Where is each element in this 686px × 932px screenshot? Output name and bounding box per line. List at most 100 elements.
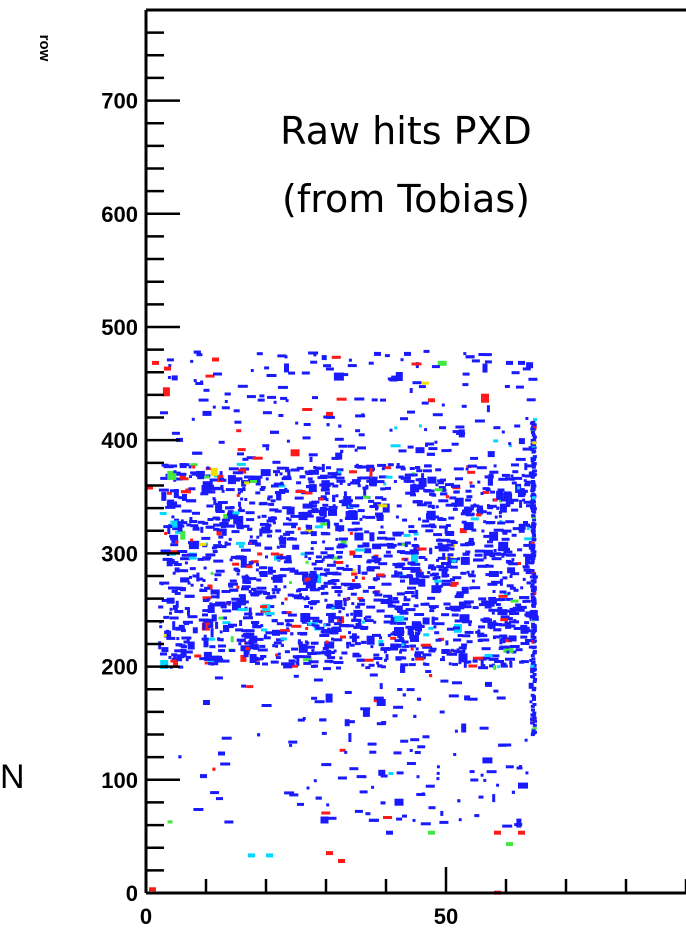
hit-mark [351,572,358,576]
hit-mark [344,624,354,628]
hit-mark [498,743,507,747]
hit-mark [326,605,336,609]
y-tick-label: 100 [101,768,138,793]
hit-mark [468,660,472,664]
hit-mark [278,484,286,488]
hit-mark [524,483,531,487]
hit-mark [361,663,365,667]
hit-mark [533,677,537,681]
hit-mark [515,648,523,652]
hit-mark [195,382,204,385]
hit-mark [335,452,343,460]
hit-mark [225,488,235,492]
hit-mark [357,620,361,624]
hit-mark [236,462,246,466]
hit-mark [400,467,406,471]
hit-mark [357,602,366,606]
hit-mark [288,659,296,663]
hit-mark [278,537,287,541]
hit-mark [509,477,516,481]
plot-frame [144,8,686,895]
hit-mark [305,582,316,589]
hit-mark [420,643,431,647]
hit-mark [478,353,486,356]
hit-mark [275,529,282,533]
hit-mark [462,383,469,387]
hit-mark [467,573,474,577]
hit-mark [332,484,339,488]
hit-mark [274,509,282,513]
hit-mark [451,484,461,488]
hit-mark [489,470,499,474]
hit-mark [369,477,377,486]
hit-mark [218,502,221,512]
hit-mark [257,648,268,652]
hit-mark [458,661,462,665]
hit-mark [240,654,247,662]
hit-mark [531,509,536,513]
hit-mark [180,530,186,540]
hit-mark [246,518,255,522]
hit-mark [275,638,284,642]
hit-mark [152,360,159,365]
hit-mark [523,521,528,524]
hit-mark [433,625,437,629]
hit-mark [246,577,257,581]
hit-mark [163,525,173,529]
hit-mark [378,640,384,647]
hit-mark [234,420,242,424]
hit-mark [413,604,419,608]
hit-mark [387,634,391,637]
hit-mark [471,359,480,363]
hit-mark [354,548,365,552]
hit-mark [446,543,454,547]
hit-mark [488,657,499,661]
hit-mark [476,513,482,517]
hit-mark [526,504,536,508]
hit-mark [310,547,314,551]
hit-mark [203,388,210,392]
hit-mark [390,643,399,651]
hit-mark [160,476,171,480]
hit-mark [525,614,533,618]
hit-mark [390,444,401,448]
hit-mark [532,639,537,643]
hit-mark [499,503,507,513]
hit-mark [379,683,383,690]
hit-mark [532,609,537,613]
hit-mark [349,517,353,520]
hit-mark [238,468,247,474]
hit-mark [493,528,504,532]
hit-mark [507,567,516,574]
hit-mark [447,553,454,557]
hit-mark [404,351,411,356]
hit-mark [168,655,172,659]
hit-mark [282,506,292,510]
hit-mark [249,644,259,650]
hit-mark [338,610,342,614]
hit-mark [378,531,386,535]
hit-mark [509,660,513,664]
hit-mark [320,531,328,535]
hit-mark [213,559,224,563]
hit-mark [374,557,382,561]
hit-mark [408,663,416,667]
hit-mark [313,641,319,645]
hit-mark [476,508,484,512]
hit-mark [483,353,492,357]
hit-mark [387,545,396,549]
hit-mark [290,449,300,457]
hit-mark [464,695,471,701]
hit-mark [354,448,358,452]
hit-mark [311,649,315,653]
hit-mark [322,540,326,544]
hit-mark [218,649,226,653]
hit-mark [202,410,212,416]
hit-mark [202,579,206,582]
hit-mark [439,710,445,714]
hit-mark [520,627,529,634]
axis-ticks [144,8,686,895]
hit-mark [160,582,164,586]
hit-mark [508,624,516,628]
hit-mark [359,465,369,469]
